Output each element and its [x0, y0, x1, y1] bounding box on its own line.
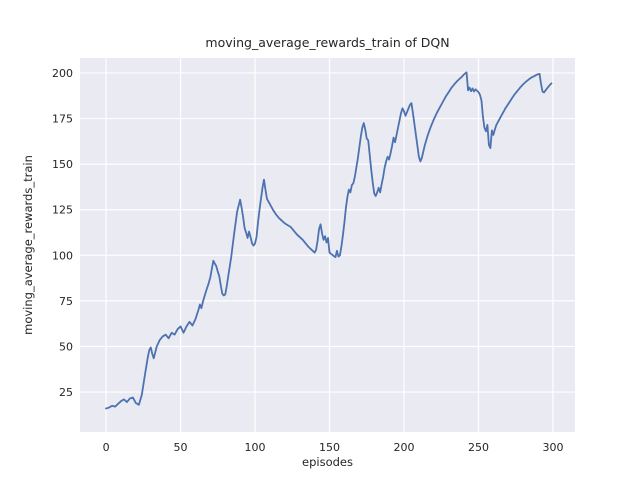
y-tick-label: 50	[59, 340, 73, 353]
y-tick-label: 175	[52, 113, 73, 126]
y-tick-label: 200	[52, 67, 73, 80]
y-tick-label: 150	[52, 158, 73, 171]
x-tick-labels: 0 50 100 150 200 250 300	[103, 441, 564, 454]
x-tick-label: 300	[542, 441, 563, 454]
y-tick-label: 125	[52, 204, 73, 217]
y-tick-label: 25	[59, 386, 73, 399]
gridlines	[80, 58, 575, 432]
x-tick-label: 200	[393, 441, 414, 454]
chart-title: moving_average_rewards_train of DQN	[205, 35, 449, 50]
y-tick-label: 75	[59, 295, 73, 308]
plot-area-background	[80, 58, 575, 432]
x-tick-label: 50	[174, 441, 188, 454]
y-axis-label: moving_average_rewards_train	[21, 155, 35, 335]
x-tick-label: 0	[103, 441, 110, 454]
x-axis-label: episodes	[302, 455, 353, 469]
y-tick-label: 100	[52, 249, 73, 262]
reward-line-series	[105, 71, 553, 410]
x-tick-label: 250	[468, 441, 489, 454]
x-tick-label: 100	[245, 441, 266, 454]
y-tick-labels: 25 50 75 100 125 150 175 200	[52, 67, 73, 399]
x-tick-label: 150	[319, 441, 340, 454]
